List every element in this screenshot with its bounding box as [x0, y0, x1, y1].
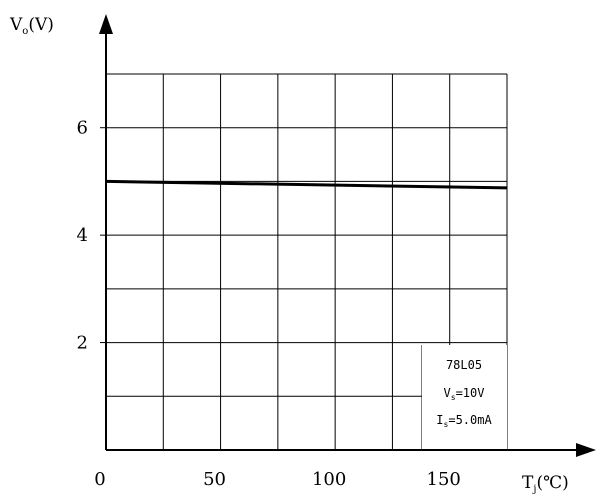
tick-labels: 2 4 6 0 50 100 150: [77, 118, 461, 490]
y-axis-arrow: [99, 14, 113, 34]
axes: [99, 14, 596, 457]
y-tick-label: 2: [77, 333, 88, 354]
annotation-line2-rest: =10V: [456, 386, 485, 400]
x-tick-label: 0: [94, 469, 105, 490]
x-axis-label-main: T: [522, 473, 534, 493]
annotation-line2-sub: s: [451, 393, 456, 402]
x-axis-arrow: [576, 443, 596, 457]
series: [105, 179, 508, 190]
y-axis-label-unit: (V): [28, 15, 54, 35]
y-tick-label: 4: [77, 225, 88, 246]
x-tick-label: 50: [203, 469, 226, 490]
y-axis-label-main: V: [9, 15, 23, 35]
x-axis-label: Tj(℃): [522, 473, 569, 495]
x-tick-label: 100: [312, 469, 346, 490]
series-line: [105, 179, 508, 190]
annotation-background: [422, 345, 507, 449]
annotation-device: 78L05: [446, 358, 482, 372]
y-axis-label-sub: o: [22, 26, 28, 37]
annotation-line3: Is=5.0mA: [436, 413, 492, 429]
annotation-line2: Vs=10V: [444, 386, 485, 402]
y-tick-label: 6: [77, 118, 88, 139]
annotation-line2-main: V: [444, 386, 451, 400]
annotation-line3-main: I: [436, 413, 443, 427]
annotation-line3-sub: s: [444, 420, 449, 429]
x-axis-label-sub: j: [532, 484, 536, 495]
x-axis-label-unit: (℃): [536, 473, 568, 493]
annotation-box: 78L05 Vs=10V Is=5.0mA: [422, 345, 507, 449]
x-tick-label: 150: [427, 469, 461, 490]
y-axis-label: Vo(V): [9, 15, 54, 37]
annotation-line3-rest: =5.0mA: [448, 413, 492, 427]
